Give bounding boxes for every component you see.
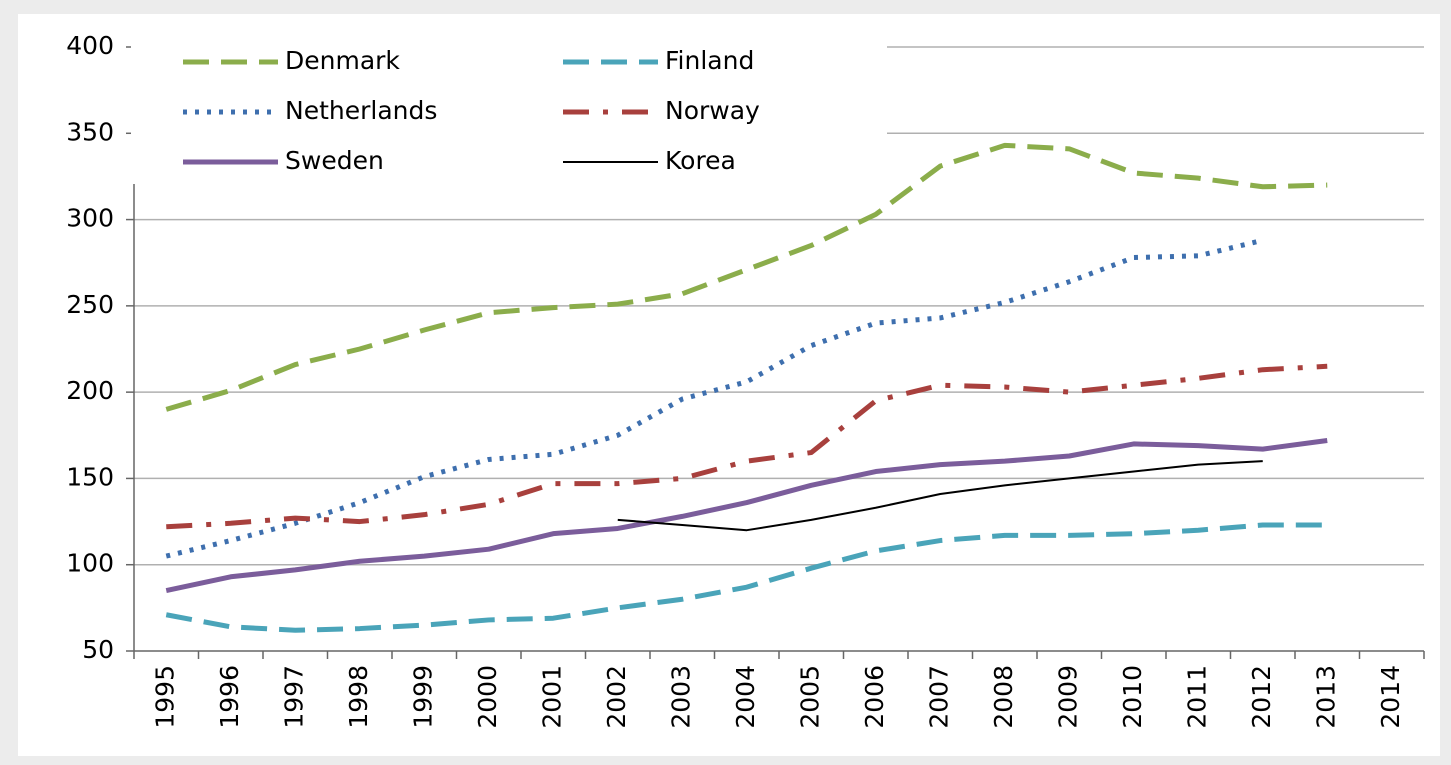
- y-tick-label: 350: [66, 117, 114, 146]
- x-tick-label: 2000: [473, 665, 502, 729]
- x-tick-label: 2008: [989, 665, 1018, 729]
- legend-label: Finland: [665, 46, 754, 75]
- y-tick-label: 100: [66, 549, 114, 578]
- series-line: [617, 460, 1263, 532]
- legend-box: [131, 24, 887, 184]
- x-tick-label: 1998: [344, 665, 373, 729]
- series-line: [165, 237, 1264, 559]
- legend: Denmark Finland Netherlands Norway Sweden Kor…: [131, 24, 887, 184]
- x-tick-label: 2007: [924, 665, 953, 729]
- x-tick-label: 1999: [408, 665, 437, 729]
- x-tick-label: 1996: [215, 665, 244, 729]
- x-tick-label: 2003: [666, 665, 695, 729]
- x-tick-label: 2012: [1247, 665, 1276, 729]
- x-tick-label: 2011: [1182, 665, 1211, 729]
- series-line: [165, 437, 1328, 594]
- y-tick-label: 200: [66, 376, 114, 405]
- legend-label: Norway: [665, 96, 760, 125]
- y-tick-label: 300: [66, 204, 114, 233]
- y-tick-label: 50: [82, 635, 114, 664]
- y-tick-label: 150: [66, 462, 114, 491]
- x-tick-label: 2013: [1311, 665, 1340, 729]
- x-tick-label: 2009: [1053, 665, 1082, 729]
- series-line: [165, 522, 1328, 633]
- series-line: [166, 363, 1328, 530]
- legend-label: Sweden: [285, 146, 384, 175]
- x-tick-label: 2014: [1376, 665, 1405, 729]
- x-tick-label: 2005: [795, 665, 824, 729]
- x-tick-label: 1997: [279, 665, 308, 729]
- series-line: [165, 142, 1328, 412]
- x-tick-label: 2010: [1118, 665, 1147, 729]
- legend-label: Netherlands: [285, 96, 437, 125]
- x-tick-label: 2001: [537, 665, 566, 729]
- legend-label: Denmark: [285, 46, 400, 75]
- x-tick-label: 2004: [731, 665, 760, 729]
- x-tick-label: 2006: [860, 665, 889, 729]
- x-tick-label: 2002: [602, 665, 631, 729]
- y-tick-label: 250: [66, 290, 114, 319]
- x-tick-label: 1995: [150, 665, 179, 729]
- legend-label: Korea: [665, 146, 736, 175]
- y-tick-label: 400: [66, 31, 114, 60]
